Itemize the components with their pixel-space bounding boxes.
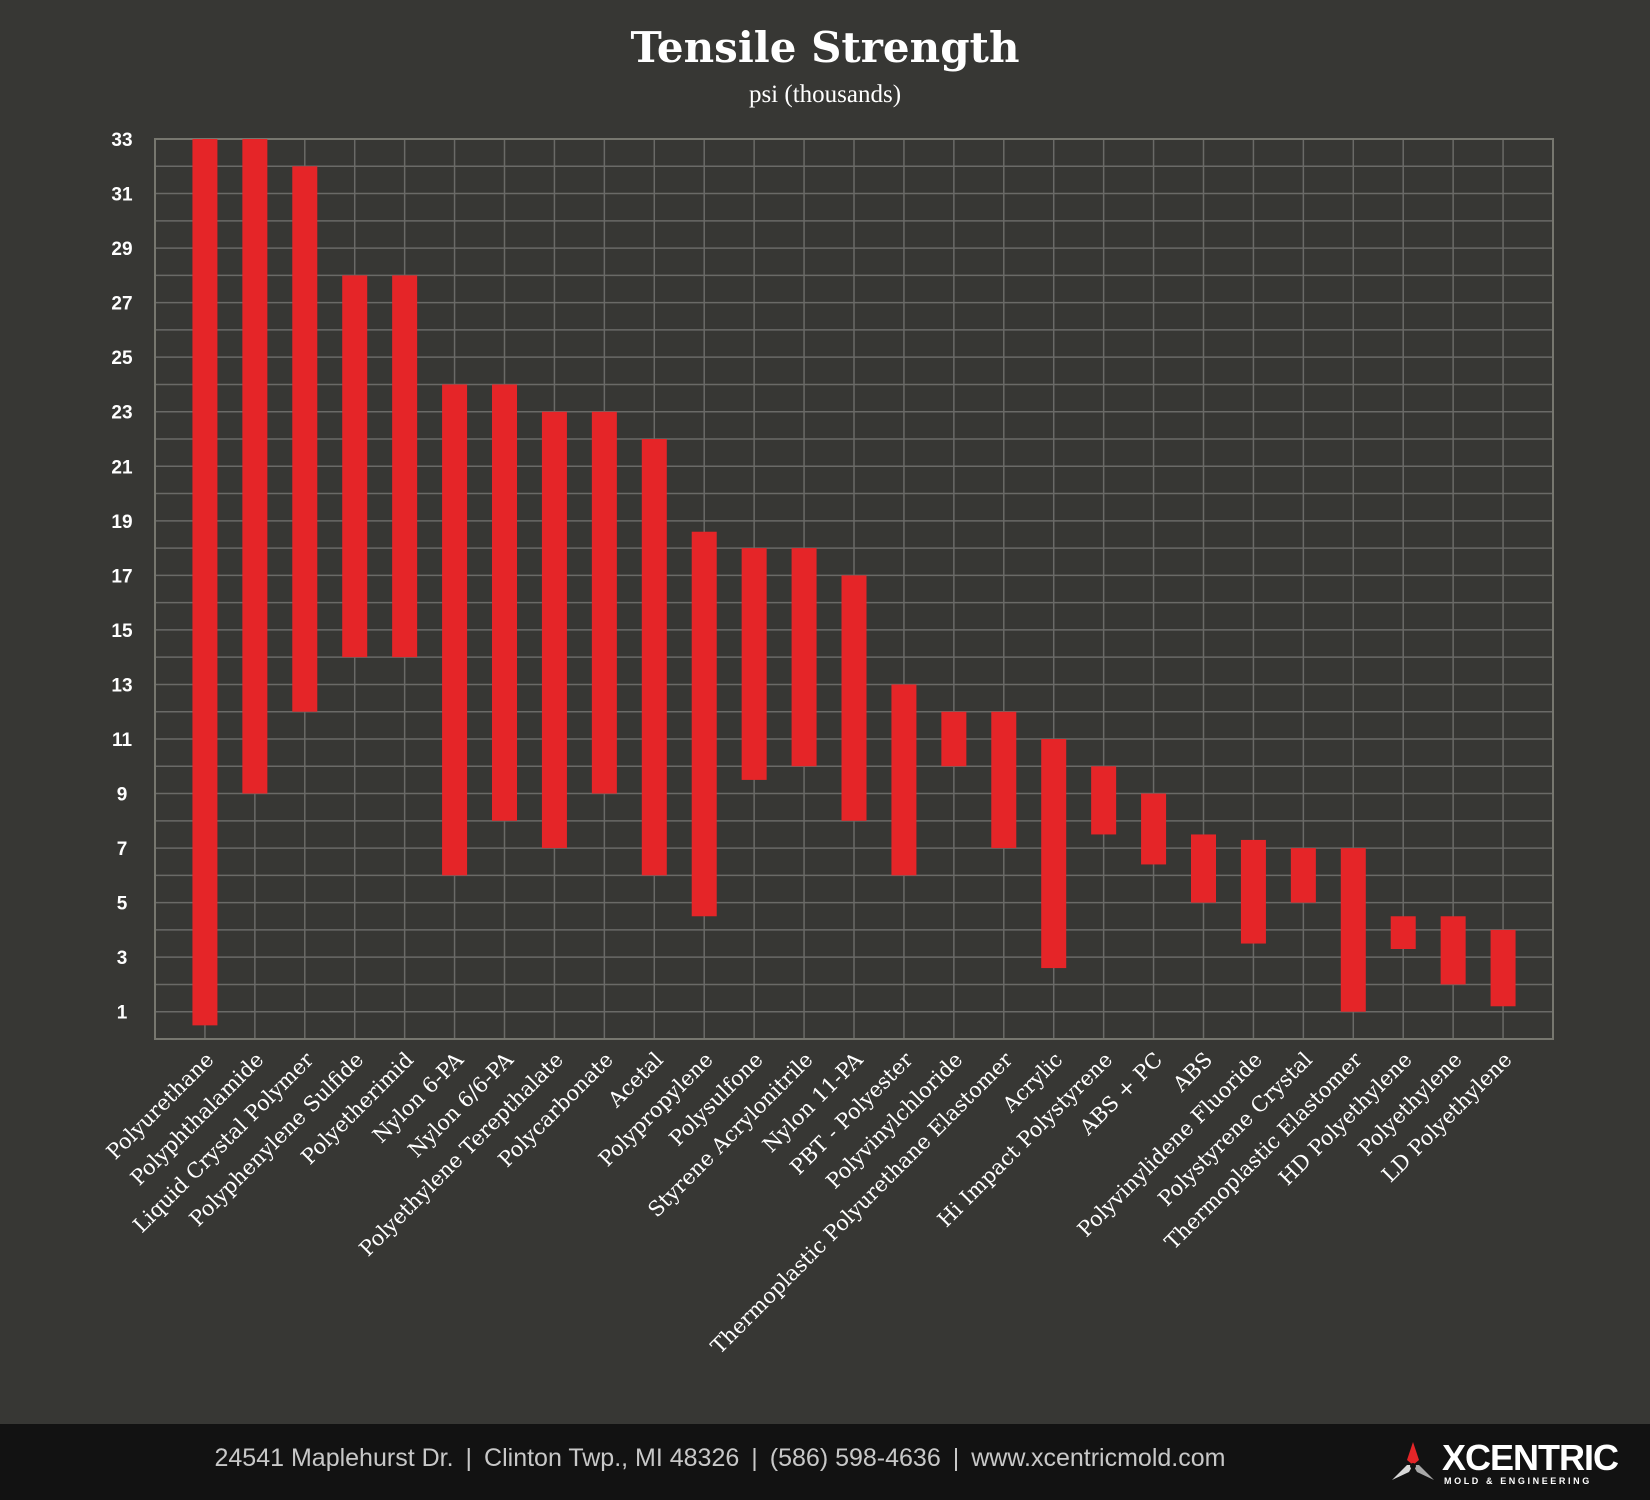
range-bar [591, 411, 617, 794]
plot-frame [154, 138, 1554, 1040]
range-bar [1240, 839, 1266, 944]
y-tick-label: 7 [117, 839, 128, 860]
range-bar [292, 166, 318, 712]
y-tick-label: 9 [117, 785, 128, 806]
range-bar [242, 139, 268, 794]
xcentric-logo-icon [1392, 1442, 1434, 1480]
y-tick-label: 15 [111, 621, 133, 642]
footer-address: 24541 Maplehurst Dr. [214, 1444, 454, 1472]
range-bar [641, 439, 667, 876]
y-tick-label: 11 [112, 730, 133, 751]
range-bar [392, 275, 418, 658]
range-bar [1340, 848, 1366, 1012]
y-tick-label: 19 [111, 512, 132, 533]
footer-separator: | [465, 1444, 473, 1472]
y-tick-label: 21 [111, 457, 133, 478]
range-bar [442, 384, 468, 876]
y-tick-label: 13 [111, 675, 132, 696]
bars [192, 139, 1516, 1026]
range-bar [1191, 834, 1216, 903]
range-bar [941, 711, 967, 767]
chart-title: Tensile Strength [630, 23, 1019, 72]
y-tick-label: 27 [111, 294, 132, 315]
y-tick-label: 29 [111, 239, 132, 260]
y-tick-label: 1 [117, 1003, 128, 1024]
footer-phone: (586) 598-4636 [769, 1444, 941, 1472]
footer-website[interactable]: www.xcentricmold.com [971, 1444, 1226, 1472]
range-bar [1290, 848, 1316, 903]
footer-separator: | [952, 1444, 960, 1472]
logo-tagline: MOLD & ENGINEERING [1444, 1476, 1592, 1486]
y-tick-label: 33 [111, 130, 132, 151]
range-bar [691, 531, 717, 917]
range-bar [192, 139, 218, 1026]
range-bar [1091, 766, 1117, 835]
y-tick-label: 5 [117, 894, 128, 915]
y-tick-label: 23 [111, 403, 132, 424]
logo-name: XCENTRIC [1442, 1437, 1619, 1478]
range-bar [1490, 929, 1516, 1007]
range-bar [791, 548, 817, 767]
range-bar [1041, 739, 1067, 969]
footer-separator: | [751, 1444, 758, 1472]
contact-line: 24541 Maplehurst Dr. | Clinton Twp., MI 48… [0, 1444, 1440, 1473]
range-bar [541, 411, 567, 849]
range-bar [991, 711, 1017, 849]
range-bar [1440, 916, 1466, 985]
chart-subtitle: psi (thousands) [749, 81, 901, 108]
range-bar [1141, 793, 1167, 865]
y-tick-label: 31 [111, 185, 133, 206]
y-tick-label: 3 [117, 948, 128, 969]
range-bar [891, 684, 917, 876]
range-bar [841, 575, 867, 821]
tensile-strength-chart: Tensile Strength psi (thousands) 1357911… [102, 23, 1554, 1359]
range-bar [492, 384, 517, 821]
range-bar [342, 275, 368, 658]
y-tick-label: 17 [111, 566, 132, 587]
y-tick-label: 25 [111, 348, 133, 369]
footer-city: Clinton Twp., MI 48326 [484, 1444, 740, 1472]
range-bar [741, 548, 767, 780]
xcentric-logo[interactable]: XCENTRIC MOLD & ENGINEERING [1388, 1436, 1619, 1490]
footer: 24541 Maplehurst Dr. | Clinton Twp., MI 48… [0, 1424, 1650, 1500]
range-bar [1390, 916, 1416, 949]
